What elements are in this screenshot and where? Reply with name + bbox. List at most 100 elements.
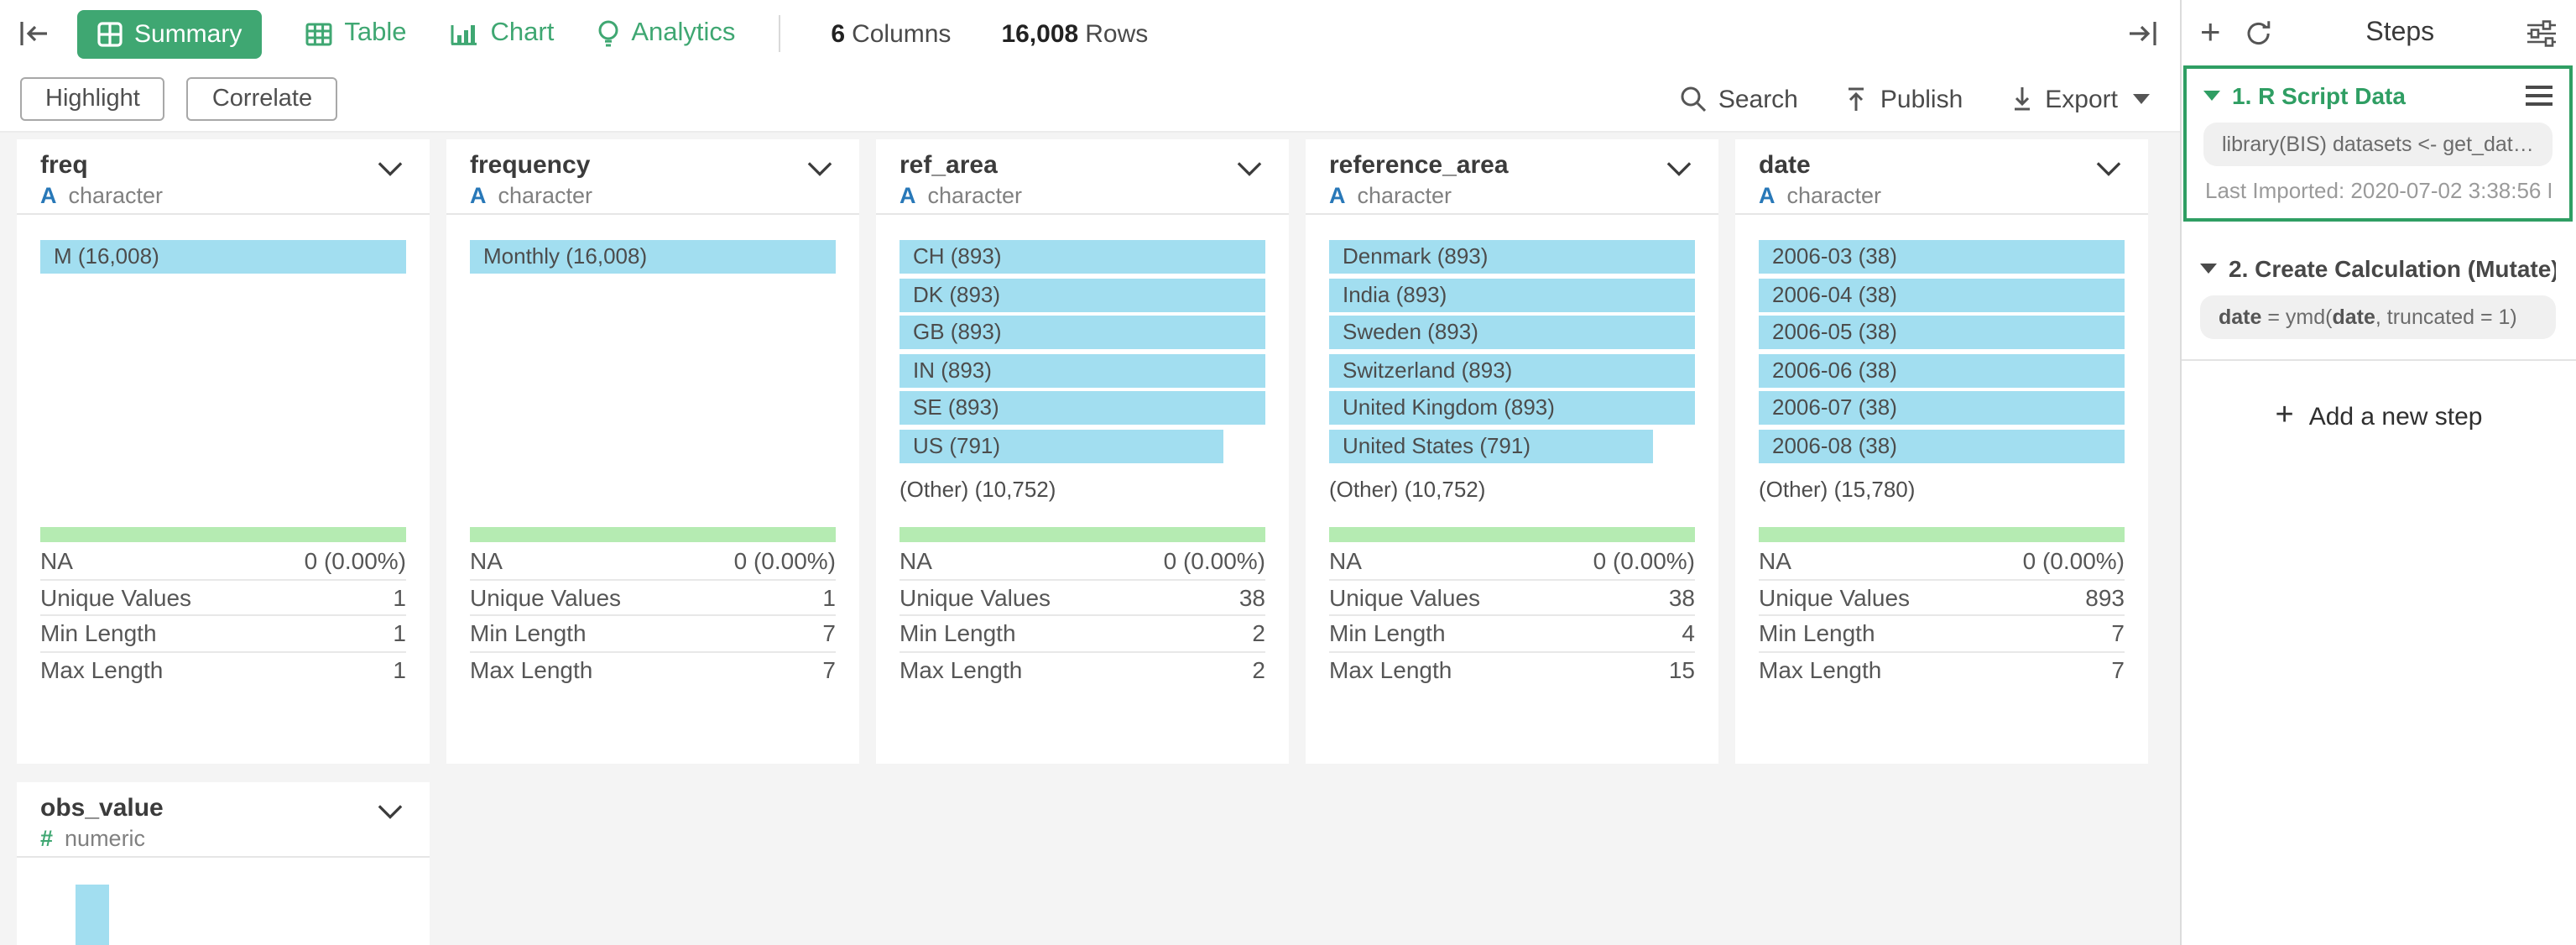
bar-label: United States (791): [1343, 432, 1531, 457]
histogram-bar[interactable]: [76, 885, 109, 945]
bar-label: (Other) (10,752): [1329, 476, 1486, 501]
summary-grid-icon: [97, 21, 123, 46]
category-bar[interactable]: United States (791): [1329, 429, 1695, 462]
category-bar[interactable]: 2006-05 (38): [1759, 316, 2125, 349]
category-bar[interactable]: US (791): [900, 429, 1265, 462]
publish-button[interactable]: Publish: [1845, 85, 1963, 113]
category-bar[interactable]: 2006-03 (38): [1759, 240, 2125, 274]
category-bar[interactable]: SE (893): [900, 391, 1265, 425]
chevron-down-icon[interactable]: [807, 161, 832, 176]
stat-value: 4: [1682, 619, 1695, 647]
category-bar[interactable]: 2006-06 (38): [1759, 353, 2125, 387]
bar-fill: [1759, 316, 2125, 349]
step-collapse-caret-icon[interactable]: [2200, 264, 2217, 274]
step-card-2[interactable]: 2. Create Calculation (Mutate) (1) date …: [2183, 222, 2573, 339]
tab-analytics[interactable]: Analytics: [597, 18, 735, 49]
column-type-symbol: A: [1329, 183, 1346, 208]
tab-chart[interactable]: Chart: [451, 18, 554, 49]
column-name: reference_area: [1329, 151, 1509, 180]
category-bar[interactable]: (Other) (15,780): [1759, 472, 2125, 506]
collapse-left-icon[interactable]: [17, 20, 50, 47]
stat-label: Min Length: [900, 619, 1016, 647]
search-icon: [1680, 86, 1707, 112]
category-bar[interactable]: India (893): [1329, 278, 1695, 311]
category-bar[interactable]: CH (893): [900, 240, 1265, 274]
category-bar[interactable]: DK (893): [900, 278, 1265, 311]
steps-panel: + Steps: [2180, 0, 2576, 945]
filter-settings-icon[interactable]: [2526, 19, 2558, 46]
category-bar[interactable]: 2006-08 (38): [1759, 429, 2125, 462]
add-step-icon[interactable]: +: [2200, 13, 2221, 51]
step-menu-icon[interactable]: [2526, 86, 2553, 106]
correlate-button[interactable]: Correlate: [186, 77, 338, 121]
category-bar[interactable]: M (16,008): [40, 240, 406, 274]
step-last-imported: Last Imported: 2020-07-02 3:38:56 PM: [2205, 178, 2551, 203]
stat-row: Unique Values 1: [40, 578, 406, 614]
category-bar[interactable]: (Other) (10,752): [1329, 472, 1695, 506]
chevron-down-icon[interactable]: [378, 161, 403, 176]
category-bar[interactable]: United Kingdom (893): [1329, 391, 1695, 425]
column-stats: NA 0 (0.00%) Unique Values 38 Min Length 4 Max…: [1306, 542, 1718, 687]
category-bar[interactable]: 2006-07 (38): [1759, 391, 2125, 425]
tab-summary[interactable]: Summary: [77, 9, 263, 58]
collapse-right-icon[interactable]: [2126, 20, 2160, 47]
category-bar[interactable]: IN (893): [900, 353, 1265, 387]
category-bar[interactable]: Switzerland (893): [1329, 353, 1695, 387]
card-divider: [17, 213, 430, 215]
category-bar[interactable]: Monthly (16,008): [470, 240, 836, 274]
category-bar[interactable]: (Other) (10,752): [900, 472, 1265, 506]
bar-fill: [1759, 429, 2125, 462]
step-code[interactable]: library(BIS) datasets <- get_dataset…: [2203, 123, 2553, 166]
stat-value: 38: [1668, 583, 1695, 611]
valid-values-bar: [470, 527, 836, 542]
stat-value: 1: [822, 583, 836, 611]
stat-row: NA 0 (0.00%): [470, 542, 836, 578]
bar-label: 2006-06 (38): [1772, 357, 1897, 382]
bar-label: GB (893): [913, 319, 1002, 344]
bar-label: 2006-05 (38): [1772, 319, 1897, 344]
category-bar[interactable]: Sweden (893): [1329, 316, 1695, 349]
stat-row: NA 0 (0.00%): [900, 542, 1265, 578]
category-bar[interactable]: GB (893): [900, 316, 1265, 349]
add-new-step-button[interactable]: + Add a new step: [2275, 398, 2483, 433]
highlight-button[interactable]: Highlight: [20, 77, 165, 121]
step-collapse-caret-icon[interactable]: [2203, 91, 2220, 101]
refresh-icon[interactable]: [2245, 18, 2275, 47]
chevron-down-icon[interactable]: [1237, 161, 1262, 176]
export-button[interactable]: Export: [2010, 85, 2150, 113]
stat-label: Min Length: [1759, 619, 1875, 647]
valid-values-bar: [1329, 527, 1695, 542]
category-bars: CH (893) DK (893) GB (893) IN (893) SE (893)…: [876, 215, 1289, 527]
bar-label: 2006-04 (38): [1772, 281, 1897, 306]
category-bar[interactable]: 2006-04 (38): [1759, 278, 2125, 311]
stat-row: Unique Values 1: [470, 578, 836, 614]
category-bar[interactable]: Denmark (893): [1329, 240, 1695, 274]
stat-label: NA: [1329, 546, 1362, 574]
stat-label: Unique Values: [470, 583, 622, 611]
stat-row: Max Length 15: [1329, 650, 1695, 687]
chevron-down-icon[interactable]: [2096, 161, 2121, 176]
bar-fill: [1329, 353, 1695, 387]
stat-row: Min Length 4: [1329, 614, 1695, 650]
step-card-1[interactable]: 1. R Script Data library(BIS) datasets <…: [2183, 65, 2573, 222]
lightbulb-icon: [597, 20, 619, 47]
bar-label: 2006-08 (38): [1772, 432, 1897, 457]
bar-label: CH (893): [913, 243, 1002, 269]
column-type-symbol: A: [1759, 183, 1776, 208]
chevron-down-icon[interactable]: [1666, 161, 1692, 176]
category-bars: Denmark (893) India (893) Sweden (893) Swit…: [1306, 215, 1718, 527]
bar-fill: [900, 391, 1265, 425]
stat-label: Max Length: [40, 655, 164, 683]
step-code[interactable]: date = ymd(date, truncated = 1): [2200, 295, 2556, 339]
search-button[interactable]: Search: [1680, 85, 1798, 113]
chevron-down-icon[interactable]: [378, 804, 403, 819]
bar-fill: [900, 429, 1224, 462]
stat-label: Unique Values: [1329, 583, 1481, 611]
stat-value: 1: [393, 619, 406, 647]
tab-table[interactable]: Table: [305, 18, 407, 49]
stat-row: Min Length 7: [470, 614, 836, 650]
